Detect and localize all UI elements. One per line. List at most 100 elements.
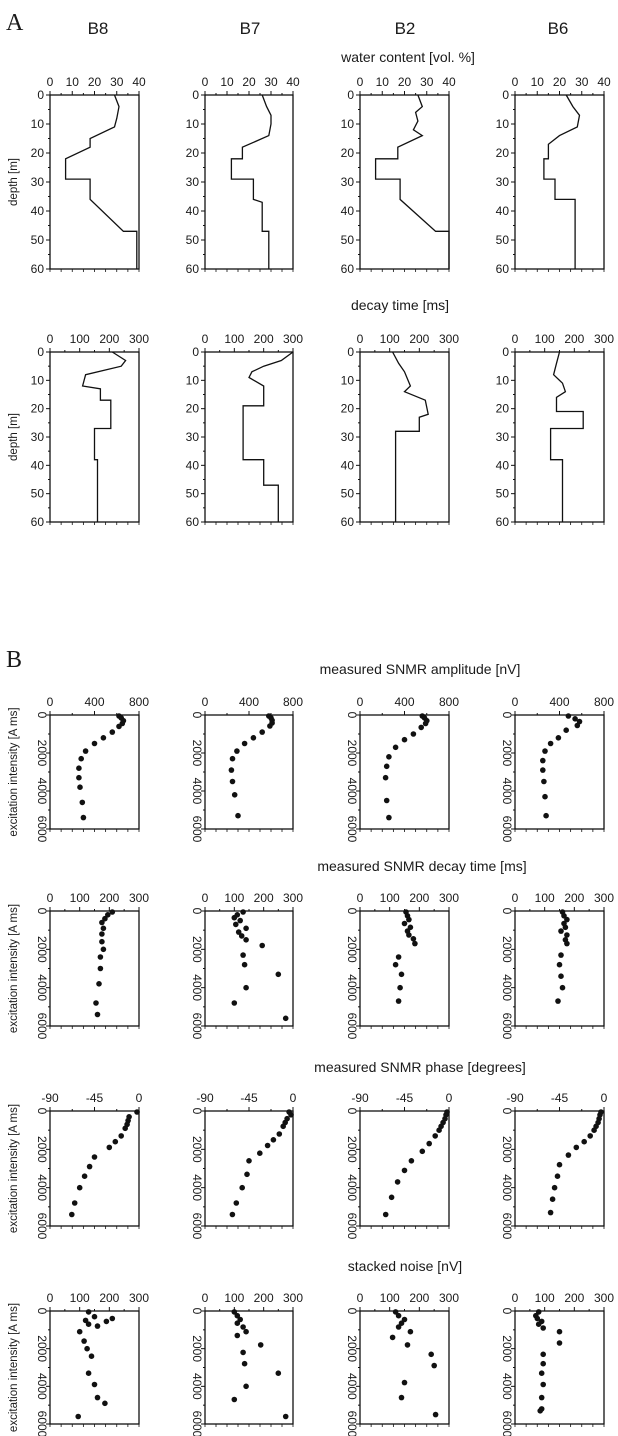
x-tick-label: 30 [575, 75, 589, 89]
data-point [537, 1408, 543, 1414]
data-point [91, 1154, 98, 1160]
x-tick-label: 100 [380, 332, 400, 346]
data-point [395, 1324, 402, 1330]
data-point [81, 1338, 87, 1344]
data-point [401, 1167, 408, 1174]
data-point [564, 916, 570, 923]
data-point [419, 1148, 426, 1155]
plot-frame [514, 94, 605, 270]
y-tick-label: 40 [341, 204, 355, 218]
y-tick-label: 4000 [345, 1373, 359, 1400]
y-tick-label: 6000 [35, 816, 49, 843]
data-point [112, 1138, 119, 1145]
data-point [432, 1133, 439, 1139]
data-point [559, 984, 566, 991]
x-tick-label: 100 [380, 1291, 400, 1305]
x-tick-label: 100 [535, 891, 555, 905]
data-point [558, 928, 564, 934]
data-point [78, 755, 84, 762]
x-tick-label: 0 [357, 75, 364, 89]
data-point [395, 954, 402, 960]
subplot-5-b8: -90 -45 0 0 2000 4000 6000 excitation intensity… [8, 1091, 143, 1240]
subplot-4-b8: 0 100 200 300 0 2000 4000 6000 excitation intens… [8, 891, 149, 1040]
data-point [69, 1211, 75, 1218]
data-point [551, 1184, 558, 1191]
data-point [79, 799, 86, 806]
data-point [234, 1320, 241, 1326]
y-tick-label: 10 [496, 373, 510, 387]
y-tick-label: 6000 [500, 1213, 514, 1240]
data-point [392, 744, 399, 751]
data-point [565, 713, 572, 719]
data-point [591, 1127, 597, 1133]
y-tick-label: 4000 [35, 974, 49, 1001]
data-point [99, 919, 105, 926]
y-tick-label: 4000 [500, 974, 514, 1001]
y-tick-label: 20 [496, 146, 510, 160]
data-point [382, 774, 389, 781]
data-point [264, 1142, 271, 1149]
data-point [250, 735, 257, 741]
y-tick-label: 4000 [345, 778, 359, 805]
data-point [431, 1362, 438, 1369]
y-tick-label: 0 [500, 1308, 514, 1315]
data-point [394, 1179, 401, 1185]
plot-frame [204, 714, 294, 830]
y-tick-label: 4000 [190, 1373, 204, 1400]
y-axis-label: depth [m] [8, 158, 20, 206]
data-point [401, 920, 408, 927]
data-point [540, 1381, 546, 1388]
y-tick-label: 6000 [500, 816, 514, 843]
data-point [538, 1370, 545, 1376]
x-tick-label: 300 [594, 1291, 614, 1305]
y-tick-label: 0 [192, 345, 199, 359]
x-tick-label: 300 [283, 332, 303, 346]
subplot-4-b7: 0 100 200 300 0 2000 4000 6000 [190, 891, 303, 1040]
data-point [243, 1328, 249, 1335]
data-point [549, 1196, 556, 1202]
y-tick-label: 6000 [35, 1013, 49, 1040]
x-tick-label: 10 [220, 75, 234, 89]
y-tick-label: 2000 [35, 936, 49, 963]
data-point [94, 1323, 101, 1329]
y-tick-label: 2000 [190, 1136, 204, 1163]
panel-label-b: B [6, 647, 22, 673]
data-point [80, 814, 87, 821]
plot-frame [359, 94, 450, 270]
column-label-b2: B2 [395, 19, 416, 38]
plot-frame [359, 910, 450, 1027]
data-point [535, 1309, 542, 1315]
data-point [259, 942, 266, 949]
data-point [282, 1413, 289, 1420]
plot-frame [359, 351, 450, 523]
data-point [76, 1184, 83, 1191]
y-tick-label: 0 [347, 345, 354, 359]
y-tick-label: 6000 [500, 1411, 514, 1436]
x-tick-label: 200 [409, 332, 429, 346]
y-tick-label: 20 [341, 402, 355, 416]
x-tick-label: 100 [224, 1291, 244, 1305]
y-tick-label: 6000 [500, 1013, 514, 1040]
y-tick-label: 10 [341, 373, 355, 387]
data-point [564, 932, 570, 938]
x-tick-label: 20 [553, 75, 567, 89]
y-tick-label: 0 [345, 1108, 359, 1115]
data-point [97, 965, 104, 972]
row-title-stacked-noise: stacked noise [nV] [348, 1258, 462, 1274]
y-tick-label: 10 [31, 117, 45, 131]
x-tick-label: 300 [283, 1291, 303, 1305]
data-point [389, 1334, 396, 1341]
subplot-6-b8: 0 100 200 300 0 2000 4000 6000 excitation intens… [8, 1291, 149, 1436]
y-tick-label: 10 [186, 117, 200, 131]
x-tick-label: 0 [357, 695, 364, 709]
x-tick-label: 20 [242, 75, 256, 89]
series-line-b7 [230, 94, 272, 269]
x-tick-label: 300 [439, 332, 459, 346]
data-point [581, 1138, 587, 1145]
y-tick-label: 30 [496, 430, 510, 444]
x-tick-label: 30 [264, 75, 278, 89]
data-point [241, 1360, 248, 1367]
row-title-snmr-amplitude: measured SNMR amplitude [nV] [320, 661, 521, 677]
data-point [383, 797, 390, 804]
data-point [82, 1317, 89, 1324]
